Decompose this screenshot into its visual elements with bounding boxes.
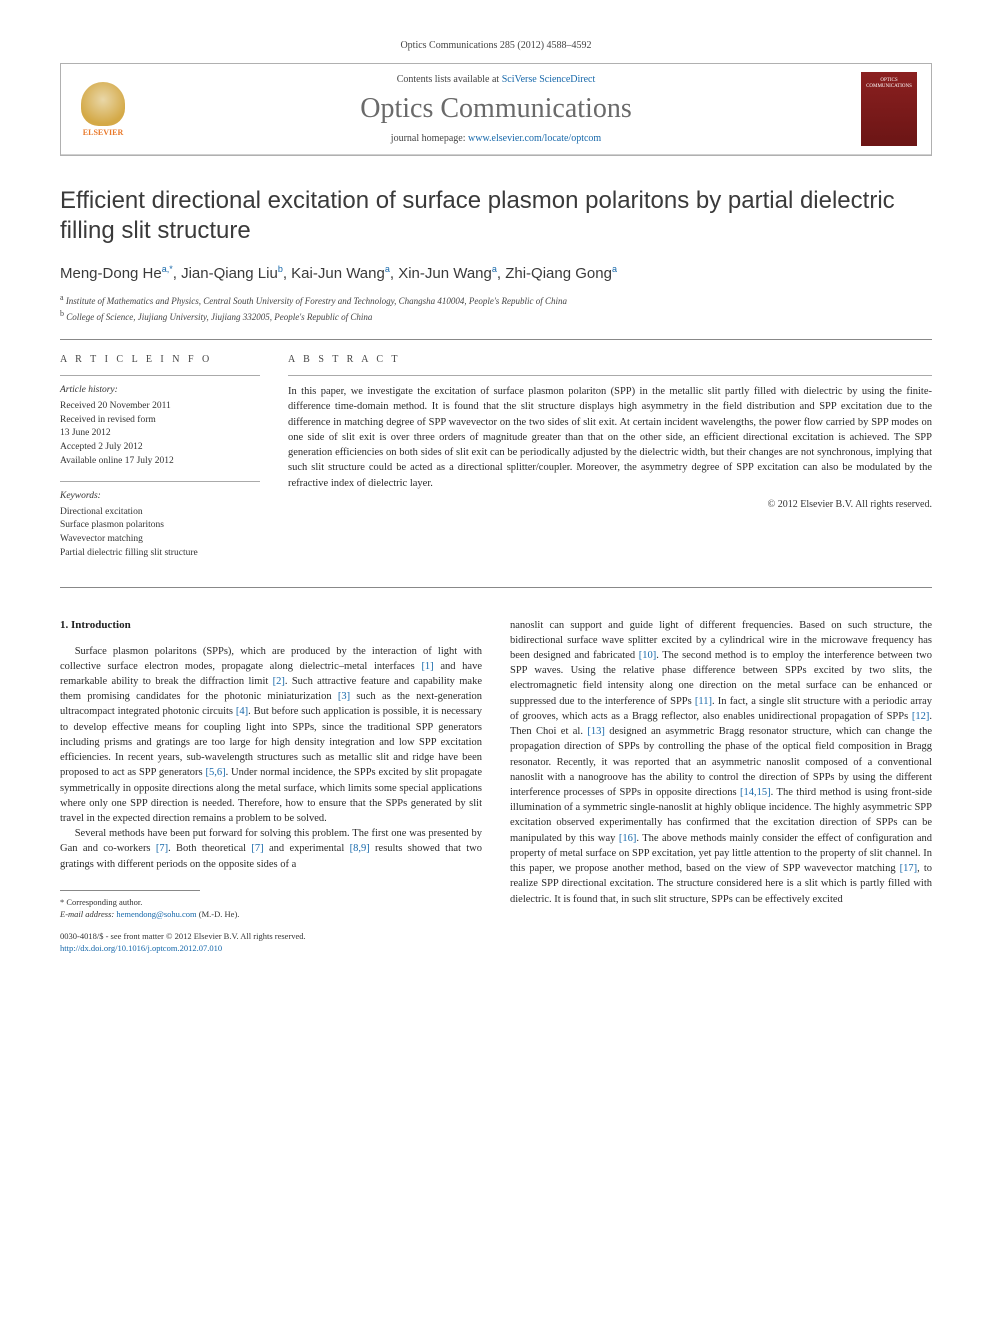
divider [60, 587, 932, 588]
keyword: Wavevector matching [60, 533, 260, 547]
keyword: Surface plasmon polaritons [60, 519, 260, 533]
text-run: Surface plasmon polaritons (SPPs), which… [60, 646, 482, 672]
divider [60, 339, 932, 340]
history-line: Received in revised form [60, 414, 260, 428]
journal-cover-thumbnail: OPTICS COMMUNICATIONS [861, 72, 917, 146]
author: Meng-Dong He [60, 265, 162, 282]
body-two-column: 1. Introduction Surface plasmon polarito… [60, 618, 932, 955]
doi-path: 10.1016/j.optcom.2012.07.010 [117, 943, 222, 953]
author-sup: b [278, 264, 283, 274]
copyright-line: © 2012 Elsevier B.V. All rights reserved… [288, 499, 932, 510]
ref-link[interactable]: [2] [273, 676, 285, 687]
history-line: 13 June 2012 [60, 427, 260, 441]
cover-label: OPTICS COMMUNICATIONS [861, 78, 917, 90]
article-info-column: A R T I C L E I N F O Article history: R… [60, 354, 260, 572]
abstract-heading: A B S T R A C T [288, 354, 932, 365]
abstract-column: A B S T R A C T In this paper, we invest… [288, 354, 932, 572]
affiliation: a Institute of Mathematics and Physics, … [60, 292, 932, 308]
affil-text: Institute of Mathematics and Physics, Ce… [66, 296, 567, 306]
corr-line: * Corresponding author. [60, 897, 482, 909]
front-matter-line: 0030-4018/$ - see front matter © 2012 El… [60, 931, 482, 943]
doi-block: 0030-4018/$ - see front matter © 2012 El… [60, 931, 482, 955]
ref-link[interactable]: [13] [587, 726, 605, 737]
contents-prefix: Contents lists available at [397, 74, 502, 85]
doi-line: http://dx.doi.org/10.1016/j.optcom.2012.… [60, 943, 482, 955]
affil-text: College of Science, Jiujiang University,… [66, 312, 372, 322]
ref-link[interactable]: [8,9] [350, 843, 370, 854]
affiliation: b College of Science, Jiujiang Universit… [60, 308, 932, 324]
email-suffix: (M.-D. He). [197, 909, 240, 919]
text-run: . Both theoretical [168, 843, 251, 854]
ref-link[interactable]: [7] [251, 843, 263, 854]
sciencedirect-link[interactable]: SciVerse ScienceDirect [502, 74, 596, 85]
keyword: Directional excitation [60, 506, 260, 520]
keywords-head: Keywords: [60, 490, 260, 504]
author-sup: a,* [162, 264, 173, 274]
ref-link[interactable]: [1] [421, 661, 433, 672]
author-sup: a [385, 264, 390, 274]
ref-link[interactable]: [4] [236, 706, 248, 717]
journal-header: ELSEVIER Contents lists available at Sci… [60, 63, 932, 156]
author: Jian-Qiang Liu [181, 265, 278, 282]
affiliations: a Institute of Mathematics and Physics, … [60, 292, 932, 323]
divider [288, 375, 932, 376]
email-label: E-mail address: [60, 909, 116, 919]
corresponding-author-footnote: * Corresponding author. E-mail address: … [60, 897, 482, 921]
author: Kai-Jun Wang [291, 265, 385, 282]
contents-line: Contents lists available at SciVerse Sci… [131, 74, 861, 85]
footnote-divider [60, 890, 200, 891]
doi-link[interactable]: http://dx.doi.org/10.1016/j.optcom.2012.… [60, 943, 222, 953]
author-sup: a [492, 264, 497, 274]
abstract-text: In this paper, we investigate the excita… [288, 384, 932, 491]
history-line: Available online 17 July 2012 [60, 455, 260, 469]
email-line: E-mail address: hemendong@sohu.com (M.-D… [60, 909, 482, 921]
ref-link[interactable]: [3] [338, 691, 350, 702]
ref-link[interactable]: [10] [639, 650, 657, 661]
left-column: 1. Introduction Surface plasmon polarito… [60, 618, 482, 955]
ref-link[interactable]: [5,6] [205, 767, 225, 778]
citation-line: Optics Communications 285 (2012) 4588–45… [60, 40, 932, 51]
email-link[interactable]: hemendong@sohu.com [116, 909, 196, 919]
ref-link[interactable]: [17] [900, 863, 918, 874]
article-history: Article history: Received 20 November 20… [60, 384, 260, 469]
divider [60, 375, 260, 376]
homepage-line: journal homepage: www.elsevier.com/locat… [131, 133, 861, 144]
history-line: Received 20 November 2011 [60, 400, 260, 414]
text-run: and experimental [264, 843, 350, 854]
homepage-prefix: journal homepage: [391, 133, 468, 144]
ref-link[interactable]: [12] [912, 711, 930, 722]
history-head: Article history: [60, 384, 260, 398]
body-paragraph: nanoslit can support and guide light of … [510, 618, 932, 907]
keywords-block: Keywords: Directional excitation Surface… [60, 490, 260, 561]
ref-link[interactable]: [14,15] [740, 787, 771, 798]
doi-prefix: http://dx.doi.org/ [60, 943, 117, 953]
ref-link[interactable]: [7] [156, 843, 168, 854]
elsevier-tree-icon [81, 82, 125, 126]
elsevier-logo: ELSEVIER [75, 78, 131, 140]
article-info-heading: A R T I C L E I N F O [60, 354, 260, 365]
article-title: Efficient directional excitation of surf… [60, 186, 932, 246]
author: Zhi-Qiang Gong [505, 265, 612, 282]
ref-link[interactable]: [11] [695, 696, 712, 707]
keyword: Partial dielectric filling slit structur… [60, 547, 260, 561]
author-sup: a [612, 264, 617, 274]
homepage-link[interactable]: www.elsevier.com/locate/optcom [468, 133, 601, 144]
right-column: nanoslit can support and guide light of … [510, 618, 932, 955]
affil-sup: a [60, 293, 64, 302]
body-paragraph: Several methods have been put forward fo… [60, 826, 482, 872]
history-line: Accepted 2 July 2012 [60, 441, 260, 455]
section-heading: 1. Introduction [60, 618, 482, 634]
ref-link[interactable]: [16] [619, 833, 637, 844]
body-paragraph: Surface plasmon polaritons (SPPs), which… [60, 644, 482, 827]
affil-sup: b [60, 309, 64, 318]
elsevier-label: ELSEVIER [83, 128, 123, 137]
authors-line: Meng-Dong Hea,*, Jian-Qiang Liub, Kai-Ju… [60, 264, 932, 282]
divider [60, 481, 260, 482]
journal-name: Optics Communications [131, 93, 861, 125]
author: Xin-Jun Wang [398, 265, 492, 282]
